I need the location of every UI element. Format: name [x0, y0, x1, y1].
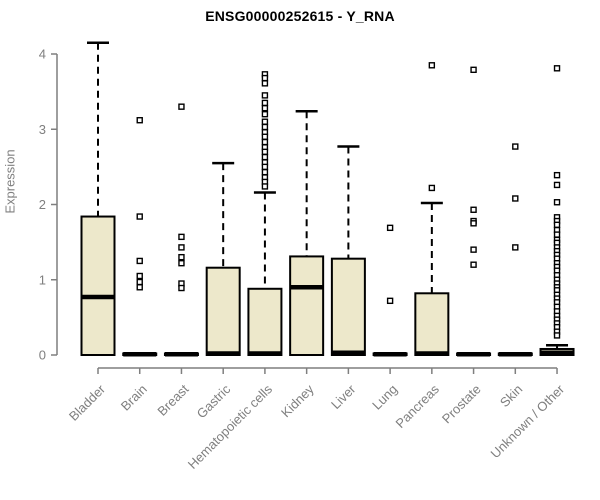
- box-kidney: [289, 255, 325, 356]
- outlier-point-skin: [512, 244, 519, 251]
- box-bladder: [80, 215, 116, 356]
- outlier-point-prostate: [470, 246, 477, 253]
- outlier-point-hematopoietic-cells: [261, 163, 269, 171]
- x-tick-label-breast: Breast: [154, 381, 191, 418]
- x-tick-label-gastric: Gastric: [194, 381, 234, 421]
- outlier-point-hematopoietic-cells: [261, 148, 269, 156]
- outlier-point-brain: [136, 278, 143, 286]
- outlier-point-unknown-other: [553, 199, 561, 206]
- outlier-point-hematopoietic-cells: [261, 74, 269, 82]
- outlier-point-breast: [178, 284, 185, 292]
- y-tick-label: 1: [39, 272, 46, 287]
- outlier-point-brain: [136, 284, 143, 291]
- outlier-point-skin: [512, 195, 519, 202]
- outlier-point-pancreas: [428, 62, 436, 69]
- y-tick-label: 3: [39, 122, 46, 137]
- outlier-point-hematopoietic-cells: [261, 104, 269, 112]
- y-tick-label: 4: [39, 47, 46, 62]
- y-tick-label: 2: [39, 197, 46, 212]
- outlier-point-unknown-other: [553, 65, 561, 72]
- outlier-point-hematopoietic-cells: [261, 138, 269, 146]
- box-liver: [330, 257, 366, 356]
- x-tick-label-liver: Liver: [328, 381, 359, 412]
- x-tick-label-prostate: Prostate: [439, 382, 484, 427]
- outlier-point-unknown-other: [553, 231, 561, 238]
- outlier-point-unknown-other: [553, 171, 561, 179]
- x-tick-label-kidney: Kidney: [278, 381, 317, 420]
- outlier-point-brain: [136, 117, 143, 124]
- outlier-point-prostate: [470, 66, 477, 74]
- outlier-point-pancreas: [428, 184, 436, 192]
- x-tick-label-skin: Skin: [497, 382, 525, 410]
- outlier-point-hematopoietic-cells: [261, 80, 269, 87]
- outlier-point-breast: [178, 259, 185, 267]
- x-tick-label-pancreas: Pancreas: [393, 381, 443, 431]
- outlier-point-hematopoietic-cells: [261, 123, 269, 131]
- outlier-point-hematopoietic-cells: [261, 168, 269, 176]
- x-tick-label-lung: Lung: [369, 382, 400, 413]
- outlier-point-breast: [178, 233, 185, 241]
- box-pancreas: [414, 292, 450, 357]
- outlier-point-hematopoietic-cells: [261, 99, 269, 107]
- box-gastric: [205, 266, 241, 356]
- box-hematopoietic-cells: [247, 287, 283, 356]
- outlier-point-brain: [136, 213, 143, 220]
- outlier-point-lung: [386, 297, 394, 305]
- outlier-point-hematopoietic-cells: [261, 153, 269, 161]
- outlier-point-hematopoietic-cells: [261, 110, 269, 118]
- outlier-point-prostate: [470, 220, 477, 227]
- chart-title: ENSG00000252615 - Y_RNA: [205, 8, 395, 24]
- outlier-point-hematopoietic-cells: [261, 118, 269, 125]
- outlier-point-breast: [178, 244, 185, 251]
- x-tick-label-brain: Brain: [118, 382, 150, 414]
- outlier-point-brain: [136, 272, 143, 280]
- outlier-point-unknown-other: [553, 332, 561, 339]
- y-tick-label: 0: [39, 348, 46, 363]
- outlier-point-unknown-other: [553, 181, 561, 189]
- outlier-point-brain: [136, 257, 143, 265]
- outlier-point-prostate: [470, 206, 477, 213]
- x-tick-label-unknown-other: Unknown / Other: [488, 381, 568, 461]
- outlier-point-lung: [386, 224, 394, 232]
- outlier-point-breast: [178, 253, 185, 261]
- outlier-point-prostate: [470, 261, 477, 268]
- outlier-point-skin: [512, 143, 519, 150]
- outlier-point-hematopoietic-cells: [261, 133, 269, 140]
- outlier-point-hematopoietic-cells: [261, 92, 269, 99]
- outlier-point-unknown-other: [553, 221, 561, 229]
- outlier-point-hematopoietic-cells: [261, 183, 269, 190]
- outlier-point-breast: [178, 103, 185, 110]
- x-tick-label-bladder: Bladder: [66, 381, 109, 424]
